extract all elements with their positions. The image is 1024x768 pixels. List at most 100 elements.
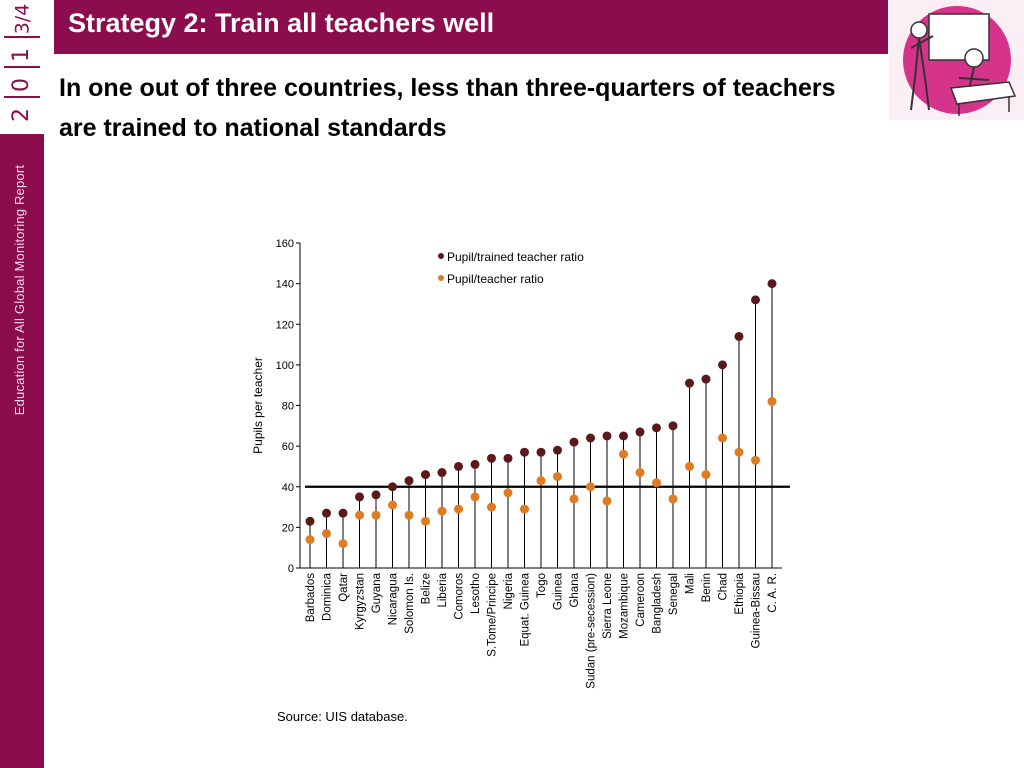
teacher-ratio-point — [767, 396, 777, 406]
pupil-teacher-chart: 0 20 40 60 80 100 120 140 160 Pupils per teacher B… — [251, 238, 790, 689]
trained-ratio-point — [718, 360, 727, 370]
teacher-ratio-point — [619, 449, 628, 459]
teacher-ratio-point — [305, 535, 315, 545]
x-tick-label: Mali — [685, 573, 697, 594]
trained-ratio-point — [668, 421, 678, 431]
trained-ratio-point — [701, 374, 711, 384]
x-tick-label: Senegal — [668, 573, 680, 615]
trained-ratio-point — [751, 295, 760, 305]
teacher-ratio-point — [734, 447, 744, 457]
legend-marker — [438, 253, 444, 259]
trained-ratio-point — [503, 453, 513, 463]
trained-ratio-point — [487, 453, 496, 463]
teacher-ratio-point — [685, 461, 694, 471]
x-tick-label: Equat. Guinea — [520, 572, 532, 646]
y-tick-label: 20 — [282, 522, 294, 534]
page-title: Strategy 2: Train all teachers well — [68, 8, 495, 38]
x-tick-label: Liberia — [437, 572, 449, 607]
x-tick-label: Guinea-Bissau — [751, 573, 763, 648]
trained-ratio-point — [652, 423, 661, 433]
trained-ratio-point — [553, 445, 562, 455]
y-tick-label: 80 — [282, 401, 294, 413]
trained-ratio-point — [421, 470, 430, 480]
trained-ratio-point — [470, 459, 480, 469]
y-tick-label: 0 — [288, 563, 294, 575]
trained-ratio-point — [767, 279, 777, 289]
teacher-ratio-point — [520, 504, 529, 514]
x-tick-label: Togo — [536, 573, 548, 598]
x-tick-label: Guyana — [371, 572, 383, 613]
y-tick-label: 40 — [282, 482, 294, 494]
x-tick-label: Chad — [718, 573, 730, 601]
source-note: Source: UIS database. — [277, 709, 408, 724]
teacher-ratio-point — [586, 482, 595, 492]
x-tick-label: Comoros — [454, 573, 466, 620]
teacher-ratio-point — [437, 506, 447, 516]
sidebar: 2 0 1 3/4 Education for All Global Monit… — [0, 0, 44, 768]
x-tick-label: Lesotho — [470, 573, 482, 614]
teacher-ratio-point — [569, 494, 579, 504]
trained-ratio-point — [355, 492, 364, 502]
teacher-ratio-point — [338, 539, 348, 549]
teacher-ratio-point — [718, 433, 727, 443]
teachers-illustration-icon — [889, 0, 1024, 120]
trained-ratio-point — [305, 516, 315, 526]
teacher-ratio-point — [553, 472, 562, 482]
teacher-ratio-point — [487, 502, 496, 512]
trained-ratio-point — [520, 447, 529, 457]
x-tick-label: Qatar — [338, 573, 350, 602]
x-tick-label: Ethiopia — [734, 572, 746, 614]
report-title: Education for All Global Monitoring Repo… — [12, 164, 27, 416]
x-tick-label: Barbados — [305, 573, 317, 622]
teacher-ratio-point — [404, 510, 414, 520]
year-digit: 2 — [9, 108, 34, 122]
x-tick-label: Nicaragua — [388, 572, 400, 625]
y-tick-label: 100 — [276, 360, 294, 372]
trained-ratio-point — [602, 431, 612, 441]
trained-ratio-point — [536, 447, 546, 457]
teacher-ratio-point — [668, 494, 678, 504]
trained-ratio-point — [322, 508, 331, 518]
divider — [4, 66, 40, 68]
teacher-ratio-point — [388, 500, 397, 510]
trained-ratio-point — [371, 490, 381, 500]
teacher-ratio-point — [602, 496, 612, 506]
teacher-ratio-point — [635, 468, 645, 478]
x-tick-label: Benin — [701, 573, 713, 602]
x-tick-label: Guinea — [553, 572, 565, 610]
legend-marker — [438, 275, 444, 281]
year-badge: 2 0 1 3/4 — [0, 0, 44, 134]
teacher-ratio-point — [421, 516, 430, 526]
trained-ratio-point — [734, 331, 744, 341]
teacher-ratio-point — [355, 510, 364, 520]
teacher-ratio-point — [371, 510, 381, 520]
trained-ratio-point — [388, 482, 397, 492]
trained-ratio-point — [635, 427, 645, 437]
trained-ratio-point — [338, 508, 348, 518]
x-tick-label: Sudan (pre-secession) — [586, 573, 598, 689]
teacher-ratio-point — [470, 492, 480, 502]
trained-ratio-point — [454, 461, 463, 471]
teacher-ratio-point — [701, 470, 711, 480]
y-tick-label: 160 — [276, 238, 294, 250]
teacher-ratio-point — [454, 504, 463, 514]
trained-ratio-point — [685, 378, 694, 388]
legend-label: Pupil/teacher ratio — [447, 272, 544, 286]
divider — [4, 96, 40, 98]
trained-ratio-point — [437, 468, 447, 478]
y-tick-label: 120 — [276, 319, 294, 331]
teacher-ratio-point — [536, 476, 546, 486]
x-tick-label: Bangladesh — [652, 573, 664, 634]
trained-ratio-point — [586, 433, 595, 443]
x-tick-label: Ghana — [569, 572, 581, 607]
trained-ratio-point — [404, 476, 414, 486]
teacher-ratio-point — [503, 488, 513, 498]
x-tick-label: Cameroon — [635, 573, 647, 627]
x-tick-label: Nigeria — [503, 572, 515, 609]
x-tick-label: S.Tome/Principe — [487, 573, 499, 657]
x-tick-label: Kyrgyzstan — [355, 573, 367, 630]
y-tick-label: 140 — [276, 279, 294, 291]
trained-ratio-point — [569, 437, 579, 447]
divider — [4, 36, 40, 38]
teacher-ratio-point — [322, 528, 331, 538]
